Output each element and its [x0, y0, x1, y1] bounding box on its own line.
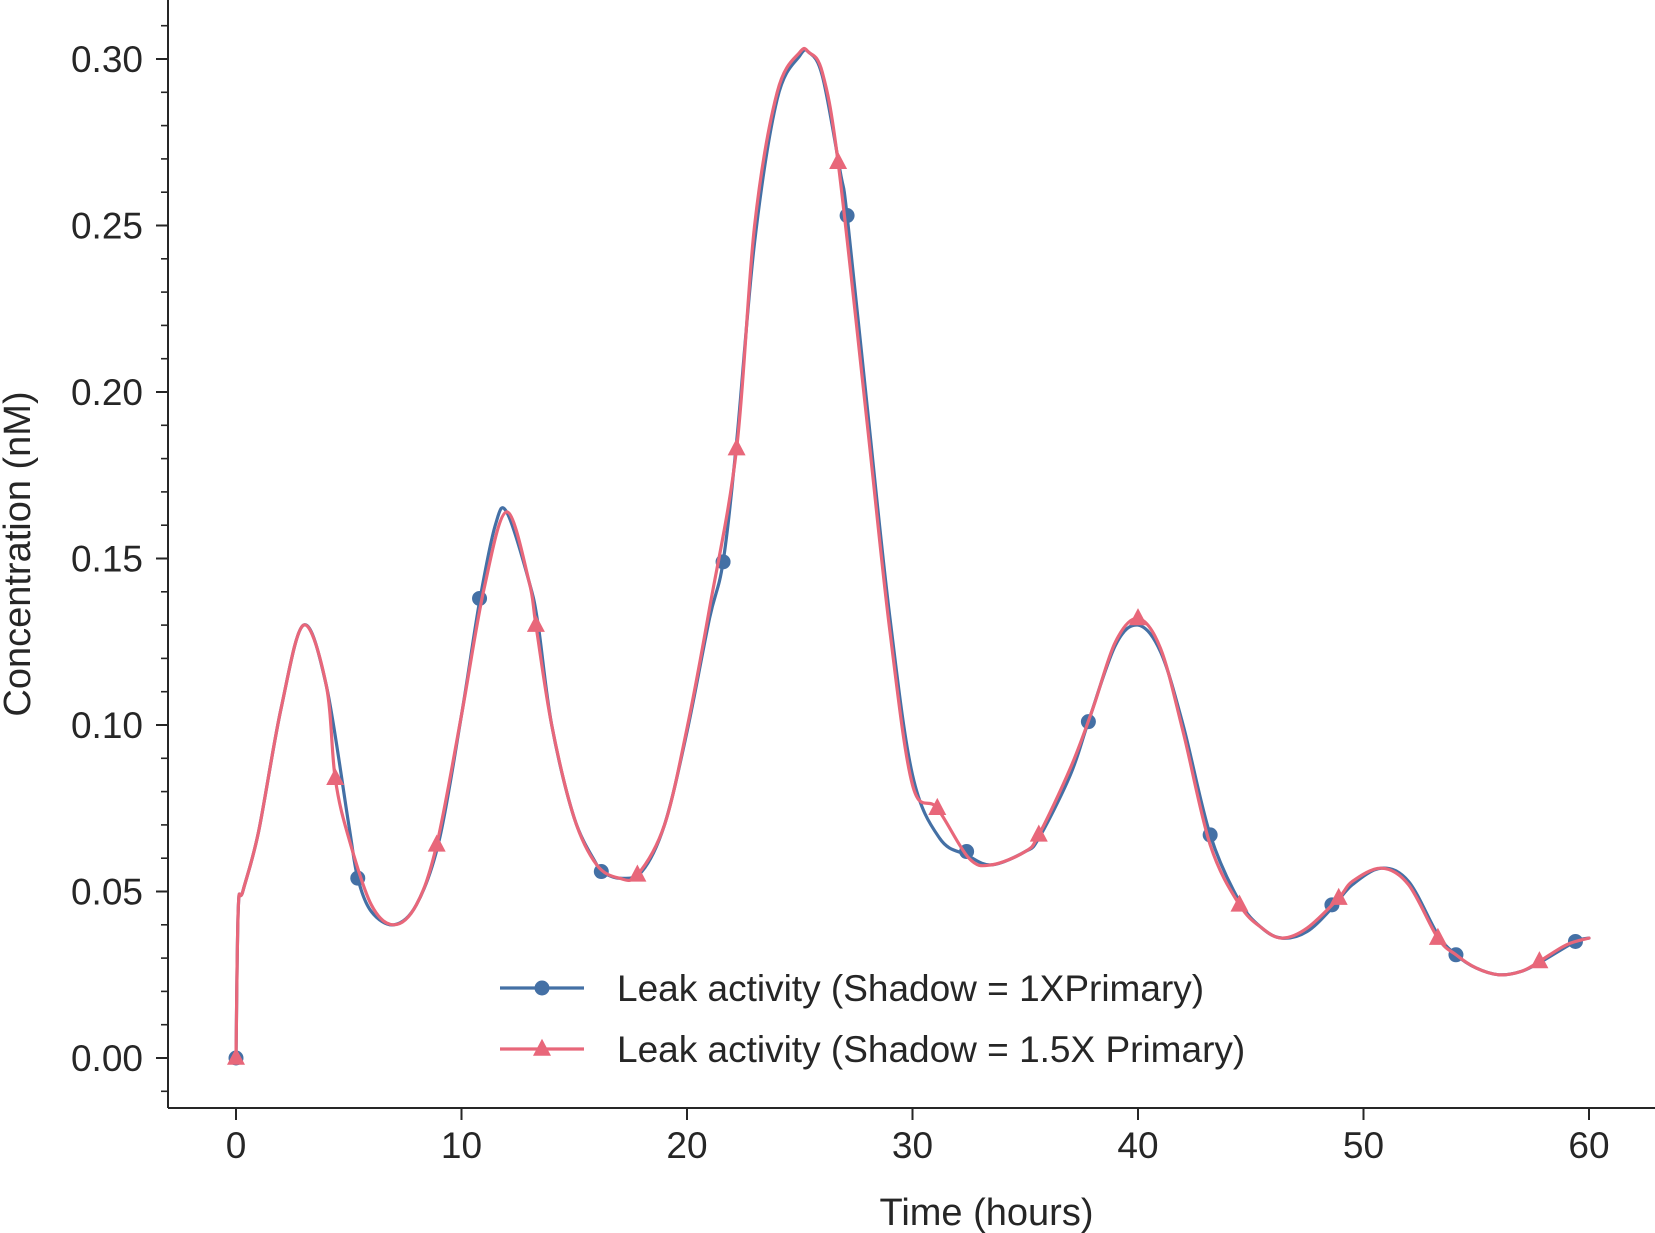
y-tick-label: 0.05: [71, 872, 143, 913]
x-tick-label: 60: [1568, 1125, 1609, 1166]
series-layer: [227, 46, 1591, 1066]
x-tick-label: 30: [892, 1125, 933, 1166]
legend-item-1: Leak activity (Shadow = 1XPrimary): [500, 968, 1204, 1009]
legend-label: Leak activity (Shadow = 1.5X Primary): [617, 1029, 1245, 1070]
series-line: [234, 48, 1591, 1060]
data-point: [1029, 824, 1048, 842]
y-tick-label: 0.10: [71, 705, 143, 746]
y-tick-label: 0.30: [71, 39, 143, 80]
data-point: [1329, 887, 1348, 905]
data-point: [829, 151, 848, 169]
x-axis-title: Time (hours): [880, 1192, 1094, 1233]
data-point: [1428, 927, 1447, 945]
legend-swatch-marker: [533, 1038, 551, 1056]
y-tick-label: 0.00: [71, 1038, 143, 1079]
data-point: [628, 864, 647, 882]
data-point: [326, 767, 345, 785]
legend-label: Leak activity (Shadow = 1XPrimary): [617, 968, 1204, 1009]
x-tick-label: 50: [1343, 1125, 1384, 1166]
series-1: [228, 48, 1591, 1066]
legend-item-2: Leak activity (Shadow = 1.5X Primary): [500, 1029, 1245, 1070]
data-point: [727, 438, 746, 456]
data-point: [1230, 894, 1249, 912]
x-tick-label: 0: [226, 1125, 247, 1166]
data-point: [1129, 608, 1147, 626]
series-2: [227, 46, 1591, 1065]
axes: 0 10 20 30 40 50 60 0.00 0.05 0.10 0.15 0.20 0.25 0.3…: [71, 0, 1655, 1166]
legend-swatch-marker: [534, 980, 550, 996]
data-point: [928, 797, 947, 815]
y-tick-label: 0.20: [71, 372, 143, 413]
data-point: [227, 1047, 245, 1065]
x-tick-label: 10: [441, 1125, 482, 1166]
data-point: [526, 614, 545, 632]
y-tick-label: 0.15: [71, 539, 143, 580]
y-axis-title: Concentration (nM): [0, 391, 39, 716]
data-point: [839, 208, 855, 224]
x-tick-label: 40: [1117, 1125, 1158, 1166]
data-point: [1530, 951, 1549, 969]
legend: Leak activity (Shadow = 1XPrimary) Leak a…: [500, 968, 1245, 1070]
y-tick-label: 0.25: [71, 206, 143, 247]
series-line: [234, 46, 1591, 1060]
data-point: [427, 834, 446, 852]
x-tick-label: 20: [666, 1125, 707, 1166]
